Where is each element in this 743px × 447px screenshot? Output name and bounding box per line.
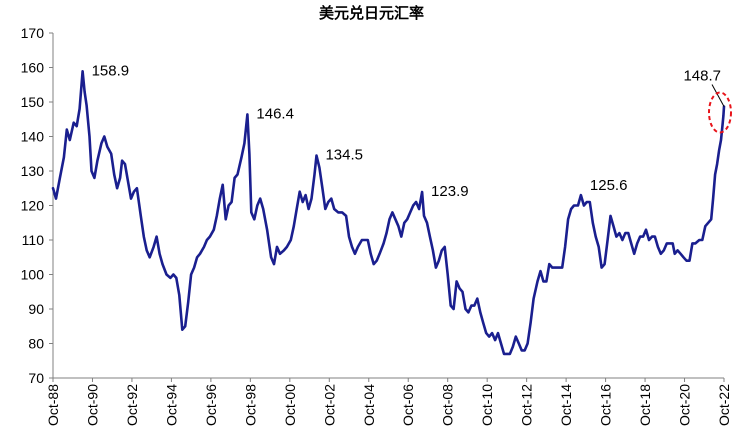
x-tick-label: Oct-20 <box>677 384 693 426</box>
data-label: 146.4 <box>256 105 294 122</box>
x-tick-label: Oct-04 <box>361 384 377 426</box>
x-tick-label: Oct-98 <box>242 384 258 426</box>
chart-title: 美元兑日元汇率 <box>318 4 424 22</box>
x-tick-label: Oct-10 <box>479 384 495 426</box>
y-tick-label: 170 <box>21 25 45 41</box>
series-layer <box>51 70 726 356</box>
x-tick-label: Oct-90 <box>84 384 100 426</box>
series-line-0 <box>51 70 726 356</box>
x-tick-label: Oct-08 <box>440 384 456 426</box>
data-label: 148.7 <box>683 67 721 84</box>
x-tick-label: Oct-06 <box>400 384 416 426</box>
x-tick-label: Oct-94 <box>163 384 179 426</box>
y-axis-ticks: 70 80 90 100 110 120 130 140 150 160 170 <box>21 25 53 386</box>
data-label: 125.6 <box>590 177 628 194</box>
data-label: 158.9 <box>92 62 130 79</box>
data-label: 134.5 <box>325 146 363 163</box>
y-tick-label: 150 <box>21 94 45 110</box>
y-tick-label: 80 <box>28 336 44 352</box>
x-tick-label: Oct-22 <box>716 384 732 426</box>
y-tick-label: 130 <box>21 163 45 179</box>
y-tick-label: 70 <box>28 370 44 386</box>
y-tick-label: 160 <box>21 60 45 76</box>
annotations-layer: 158.9 146.4 134.5 123.9 125.6 148.7 <box>92 62 732 200</box>
x-tick-label: Oct-16 <box>598 384 614 426</box>
y-tick-label: 140 <box>21 129 45 145</box>
y-tick-label: 110 <box>22 232 45 248</box>
annotation-leader-line <box>711 84 725 107</box>
highlight-ellipse <box>708 91 732 134</box>
y-tick-label: 90 <box>28 301 44 317</box>
x-tick-label: Oct-00 <box>282 384 298 426</box>
y-tick-label: 100 <box>21 267 45 283</box>
y-tick-label: 120 <box>21 198 45 214</box>
x-tick-label: Oct-02 <box>321 384 337 426</box>
x-tick-label: Oct-88 <box>45 384 61 426</box>
x-tick-label: Oct-96 <box>203 384 219 426</box>
data-label: 123.9 <box>431 183 469 200</box>
x-tick-label: Oct-12 <box>519 384 535 426</box>
x-tick-label: Oct-92 <box>124 384 140 426</box>
x-axis-ticks: Oct-88 Oct-90 Oct-92 Oct-94 Oct-96 Oct-98 Oct-… <box>45 378 732 426</box>
axes <box>52 33 724 379</box>
x-tick-label: Oct-18 <box>637 384 653 426</box>
x-tick-label: Oct-14 <box>558 384 574 426</box>
